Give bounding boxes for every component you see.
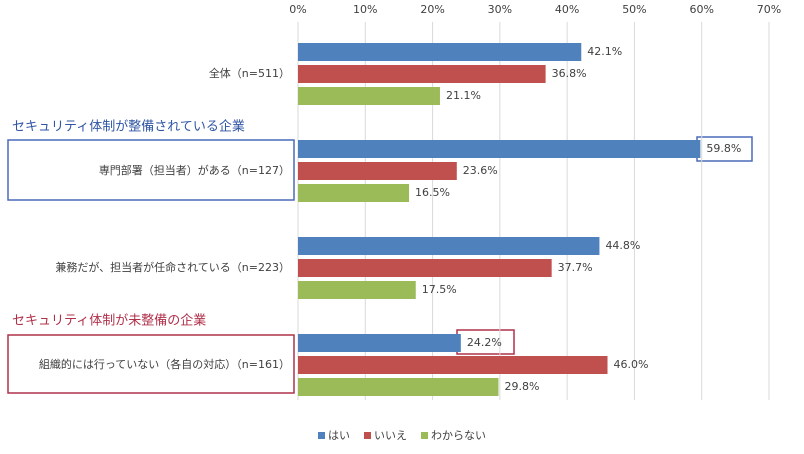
bar: [298, 356, 608, 374]
x-tick-label: 0%: [289, 3, 306, 16]
legend-label: はい: [328, 429, 350, 442]
value-label: 17.5%: [422, 283, 457, 296]
y-tick-label: 組織的には行っていない（各自の対応）（n=161）: [39, 357, 290, 371]
value-label: 23.6%: [463, 164, 498, 177]
value-label: 37.7%: [558, 261, 593, 274]
legend-label: わからない: [431, 429, 486, 442]
legend-swatch: [421, 432, 428, 439]
legend-swatch: [364, 432, 371, 439]
x-tick-label: 50%: [622, 3, 646, 16]
bar: [298, 378, 499, 396]
bar: [298, 259, 552, 277]
value-label: 42.1%: [587, 45, 622, 58]
bar: [298, 162, 457, 180]
value-label: 16.5%: [415, 186, 450, 199]
bar: [298, 140, 701, 158]
x-tick-label: 30%: [488, 3, 512, 16]
group-box: [7, 139, 295, 201]
section-label: セキュリティ体制が未整備の企業: [12, 313, 206, 329]
bar: [298, 43, 582, 61]
value-label: 29.8%: [505, 380, 540, 393]
value-label: 21.1%: [446, 89, 481, 102]
x-tick-label: 40%: [555, 3, 579, 16]
bar: [298, 281, 416, 299]
bar: [298, 87, 440, 105]
bar: [298, 334, 461, 352]
value-label: 24.2%: [467, 336, 502, 349]
x-tick-label: 20%: [420, 3, 444, 16]
value-label: 46.0%: [614, 358, 649, 371]
y-tick-label: 兼務だが、担当者が任命されている（n=223）: [55, 260, 290, 274]
legend-swatch: [318, 432, 325, 439]
x-tick-label: 60%: [689, 3, 713, 16]
x-tick-label: 10%: [353, 3, 377, 16]
bar: [298, 184, 410, 202]
value-label: 44.8%: [605, 239, 640, 252]
section-label: セキュリティ体制が整備されている企業: [12, 119, 245, 135]
group-box: [7, 334, 295, 394]
value-label: 36.8%: [552, 67, 587, 80]
bar: [298, 237, 600, 255]
y-tick-label: 専門部署（担当者）がある（n=127）: [99, 163, 290, 177]
legend-label: いいえ: [374, 429, 407, 442]
bar: [298, 65, 546, 83]
value-label: 59.8%: [706, 142, 741, 155]
y-tick-label: 全体（n=511）: [209, 66, 290, 80]
x-tick-label: 70%: [757, 3, 781, 16]
